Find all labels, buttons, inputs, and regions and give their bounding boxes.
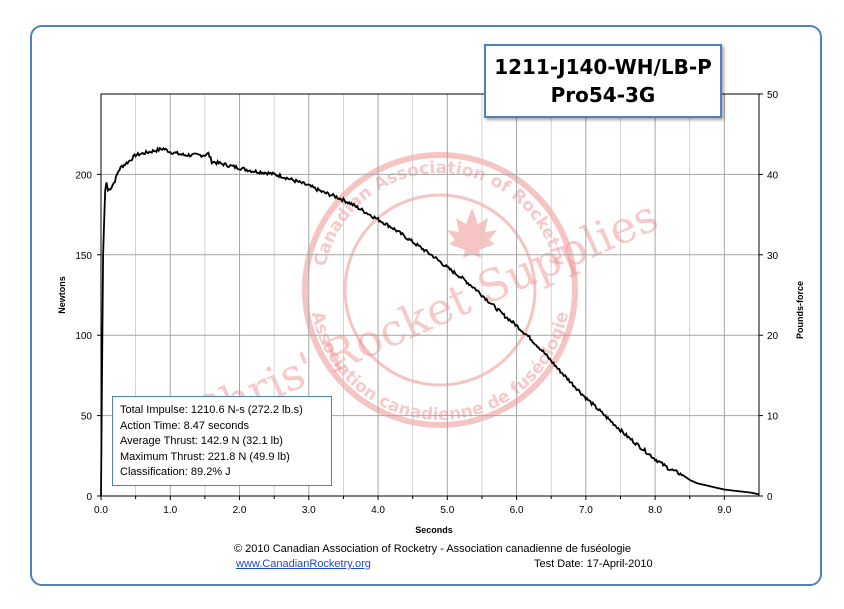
- x-tick-label: 6.0: [510, 505, 524, 516]
- y-tick-label: 0: [86, 492, 92, 503]
- motor-designation: 1211-J140-WH/LB-P: [494, 55, 712, 79]
- y-tick-label: 150: [75, 251, 92, 262]
- x-tick-label: 4.0: [371, 505, 385, 516]
- website-link[interactable]: www.CanadianRocketry.org: [236, 558, 371, 570]
- y2-tick-label: 10: [767, 412, 779, 423]
- x-tick-label: 8.0: [648, 505, 662, 516]
- x-tick-label: 5.0: [440, 505, 454, 516]
- y2-tick-label: 50: [767, 90, 779, 101]
- copyright-text: © 2010 Canadian Association of Rocketry …: [234, 543, 632, 555]
- y2-tick-label: 0: [767, 492, 773, 503]
- y2-tick-label: 40: [767, 170, 779, 181]
- classification: Classification: 89.2% J: [120, 466, 231, 479]
- plot-grid: [101, 94, 759, 496]
- motor-stats-box: Total Impulse: 1210.6 N-s (272.2 lb.s) A…: [112, 396, 332, 486]
- x-tick-label: 9.0: [717, 505, 731, 516]
- action-time: Action Time: 8.47 seconds: [120, 419, 250, 432]
- average-thrust: Average Thrust: 142.9 N (32.1 lb): [120, 435, 283, 448]
- total-impulse: Total Impulse: 1210.6 N-s (272.2 lb.s): [120, 404, 303, 416]
- motor-case: Pro54-3G: [550, 83, 656, 107]
- y2-tick-label: 30: [767, 251, 779, 262]
- y2-axis-title: Pounds-force: [795, 281, 805, 339]
- x-tick-label: 7.0: [579, 505, 593, 516]
- y-tick-label: 50: [81, 412, 93, 423]
- y-axis-title: Newtons: [57, 276, 67, 314]
- seal-outer-ring: [302, 152, 578, 428]
- maximum-thrust: Maximum Thrust: 221.8 N (49.9 lb): [120, 450, 290, 463]
- seal-inner-ring: [343, 193, 537, 387]
- thrust-curve-line: [100, 146, 760, 497]
- plot-area-border: [100, 93, 760, 497]
- x-tick-label: 2.0: [233, 505, 247, 516]
- x-tick-label: 3.0: [302, 505, 316, 516]
- axis-ticks: 0.0 1.0 2.0 3.0 4.0 5.0 6.0 7.0 8.0 9.00501001502…: [75, 90, 778, 516]
- x-tick-label: 0.0: [94, 505, 108, 516]
- motor-title-box: 1211-J140-WH/LB-P Pro54-3G: [484, 44, 722, 118]
- x-tick-label: 1.0: [163, 505, 177, 516]
- test-date: Test Date: 17-April-2010: [534, 558, 653, 570]
- x-axis-title: Seconds: [415, 525, 453, 535]
- maple-leaf-icon: [447, 208, 497, 258]
- y-tick-label: 100: [75, 331, 92, 342]
- y2-tick-label: 20: [767, 331, 779, 342]
- y-tick-label: 200: [75, 170, 92, 181]
